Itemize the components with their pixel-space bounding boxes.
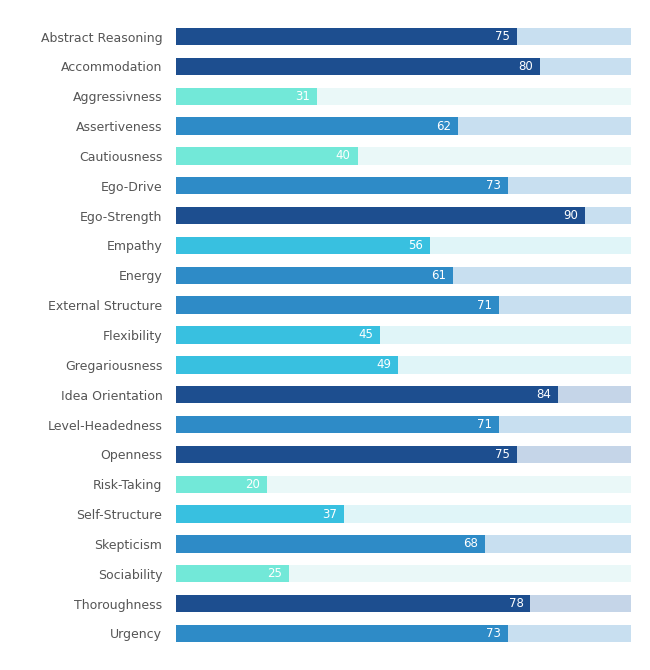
Bar [176, 88, 630, 105]
Bar [176, 476, 266, 493]
Bar [176, 416, 499, 433]
Text: 49: 49 [376, 358, 391, 371]
Bar [176, 565, 630, 582]
Text: 25: 25 [268, 567, 282, 580]
Bar [176, 535, 485, 553]
Bar [176, 446, 517, 463]
Bar [176, 416, 630, 433]
Text: 37: 37 [322, 508, 337, 521]
Text: 78: 78 [509, 597, 524, 610]
Text: 31: 31 [295, 90, 310, 103]
Text: 80: 80 [518, 60, 532, 73]
Bar [176, 88, 317, 105]
Text: 45: 45 [359, 328, 373, 342]
Bar [176, 267, 453, 284]
Text: 90: 90 [564, 209, 578, 222]
Text: 71: 71 [476, 418, 491, 431]
Bar [176, 565, 289, 582]
Bar [176, 207, 585, 224]
Text: 62: 62 [436, 119, 451, 133]
Text: 61: 61 [431, 269, 446, 282]
Bar [176, 28, 517, 45]
Bar [176, 505, 344, 523]
Text: 40: 40 [336, 149, 351, 162]
Bar [176, 58, 540, 75]
Bar [176, 625, 630, 642]
Bar [176, 147, 358, 165]
Bar [176, 58, 630, 75]
Text: 84: 84 [536, 388, 551, 401]
Bar [176, 28, 630, 45]
Bar [176, 237, 630, 254]
Text: 73: 73 [486, 627, 500, 640]
Bar [176, 117, 458, 135]
Bar [176, 595, 630, 612]
Text: 56: 56 [409, 239, 424, 252]
Bar [176, 177, 630, 194]
Text: 71: 71 [476, 299, 491, 312]
Bar [176, 535, 630, 553]
Bar [176, 356, 398, 373]
Bar [176, 386, 558, 403]
Bar [176, 505, 630, 523]
Text: 75: 75 [495, 448, 510, 461]
Text: 75: 75 [495, 30, 510, 43]
Bar [176, 326, 380, 344]
Bar [176, 595, 530, 612]
Bar [176, 476, 630, 493]
Bar [176, 207, 630, 224]
Bar [176, 446, 630, 463]
Bar [176, 297, 499, 314]
Bar [176, 386, 630, 403]
Bar [176, 326, 630, 344]
Text: 20: 20 [245, 478, 260, 490]
Bar [176, 297, 630, 314]
Bar [176, 356, 630, 373]
Bar [176, 267, 630, 284]
Bar [176, 237, 430, 254]
Text: 68: 68 [463, 537, 478, 551]
Bar [176, 177, 508, 194]
Bar [176, 625, 508, 642]
Bar [176, 147, 630, 165]
Bar [176, 117, 630, 135]
Text: 73: 73 [486, 180, 500, 192]
